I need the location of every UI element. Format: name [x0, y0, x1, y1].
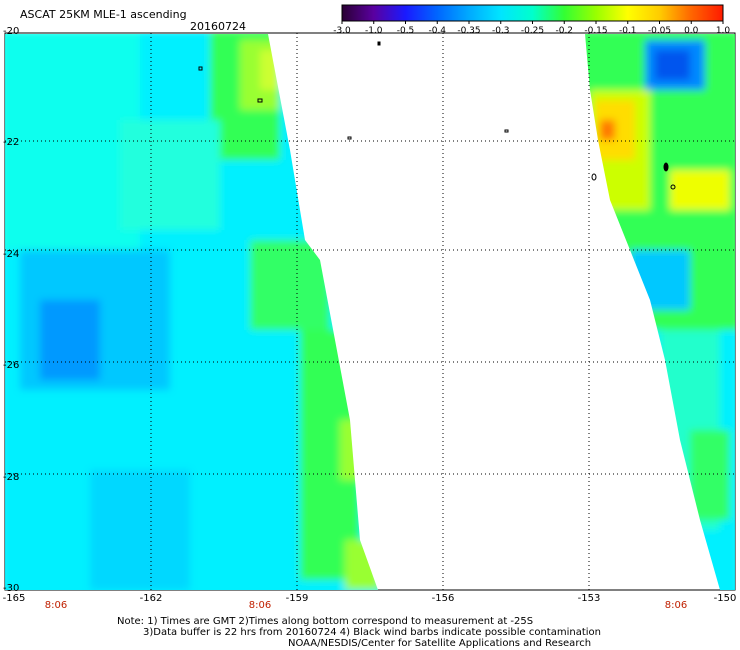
colorbar-tick-label: -0.15: [584, 26, 608, 36]
longitude-label: -153: [577, 593, 601, 604]
chart-date: 20160724: [190, 20, 246, 33]
chart-title: ASCAT 25KM MLE-1 ascending: [20, 8, 187, 21]
longitude-label: -150: [713, 593, 737, 604]
time-label: 8:06: [248, 600, 272, 611]
longitude-label: -165: [2, 593, 26, 604]
longitude-label: -156: [431, 593, 455, 604]
longitude-label: -162: [139, 593, 163, 604]
latitude-label: -22: [3, 137, 20, 149]
island-outlines: [198, 41, 676, 190]
colorbar-tick-label: -0.5: [396, 26, 415, 36]
colorbar-tick-label: -0.35: [457, 26, 481, 36]
colorbar-tick-label: -0.4: [428, 26, 447, 36]
colorbar-tick-label: -1.0: [364, 26, 383, 36]
latitude-label: -26: [3, 360, 20, 372]
colorbar-tick-label: -0.25: [520, 26, 545, 36]
time-label: 8:06: [44, 600, 68, 611]
latitude-label: -28: [3, 471, 20, 483]
note-line-1: Note: 1) Times are GMT 2)Times along bot…: [117, 616, 534, 627]
latitude-label: -20: [3, 26, 20, 37]
colorbar-tick-label: -0.1: [618, 26, 637, 36]
note-line-3: NOAA/NESDIS/Center for Satellite Applica…: [288, 638, 592, 649]
colorbar-tick-label: 0.0: [684, 26, 699, 36]
colorbar: [341, 4, 724, 24]
colorbar-tick-label: -0.05: [647, 26, 672, 36]
colorbar-gradient: [341, 4, 724, 22]
latitude-label: -24: [3, 248, 20, 260]
colorbar-tick-label: -3.0: [333, 26, 351, 36]
longitude-label: -159: [285, 593, 309, 604]
colorbar-tick-label: -0.3: [491, 26, 510, 36]
note-line-2: 3)Data buffer is 22 hrs from 20160724 4)…: [143, 627, 601, 638]
latitude-label: -30: [3, 583, 20, 594]
colorbar-tick-label: -0.2: [555, 26, 574, 36]
gridlines: [5, 33, 735, 590]
time-label: 8:06: [664, 600, 688, 611]
colorbar-tick-label: 1.0: [715, 26, 731, 36]
